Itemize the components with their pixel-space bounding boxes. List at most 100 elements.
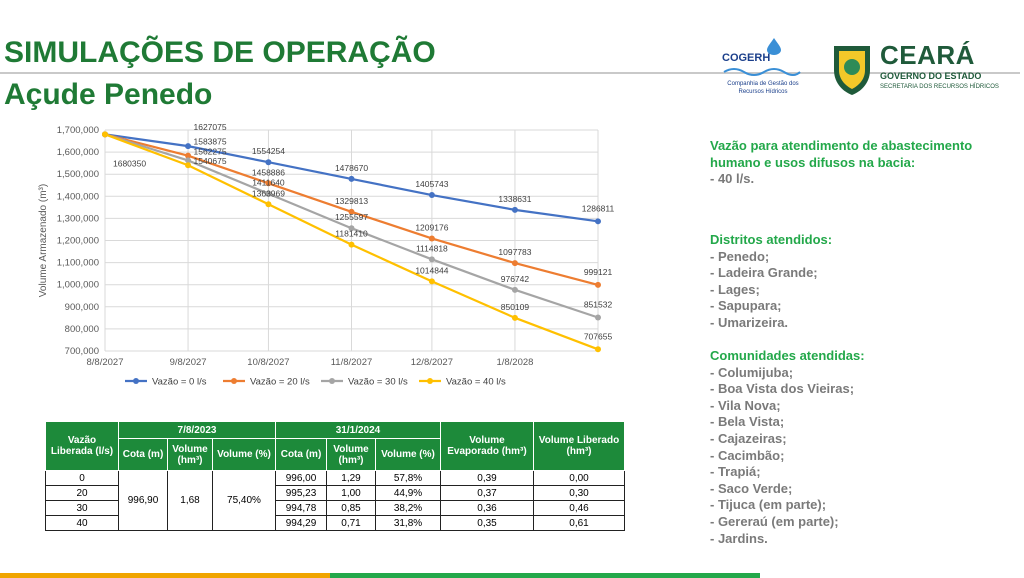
y-tick-label: 1,500,000	[57, 169, 99, 180]
vazao-heading: Vazão para atendimento de abastecimento …	[710, 138, 973, 170]
reservoir-volume-chart: 700,000 800,000 900,000 1,000,000 1,100,000 1…	[38, 122, 614, 388]
legend-marker	[329, 378, 335, 384]
ceara-name: CEARÁ	[880, 40, 975, 70]
data-label: 1540675	[194, 156, 227, 166]
data-label: 851532	[584, 300, 613, 310]
distrito-item: - Umarizeira.	[710, 314, 789, 330]
y-tick-label: 1,600,000	[57, 147, 99, 158]
data-point	[511, 206, 518, 213]
wave-icon	[723, 68, 801, 76]
data-point	[265, 201, 272, 208]
x-tick-label: 11/8/2027	[331, 357, 373, 368]
data-label: 1363969	[252, 188, 285, 198]
data-label: 1181410	[335, 229, 368, 239]
footer-bar-green	[330, 573, 760, 578]
data-point	[511, 314, 518, 321]
data-point	[511, 260, 518, 267]
data-point	[265, 159, 272, 166]
legend-label: Vazão = 0 l/s	[152, 377, 207, 388]
data-label: 1627075	[194, 122, 227, 132]
data-label: 1338631	[498, 194, 531, 204]
cell-volume: 1,29	[326, 470, 376, 486]
comunidade-item: - Saco Verde;	[710, 480, 793, 496]
comunidade-item: - Boa Vista dos Vieiras;	[710, 381, 855, 397]
th-evaporado: Volume Evaporado (hm³)	[440, 421, 534, 471]
comunidade-item: - Cajazeiras;	[710, 430, 787, 446]
simulation-table: Vazão Liberada (l/s) 7/8/2023 31/1/2024 …	[45, 420, 625, 531]
data-point	[428, 278, 435, 285]
data-label: 1478670	[335, 163, 368, 173]
y-tick-label: 900,000	[65, 302, 99, 313]
comunidades-heading: Comunidades atendidas:	[710, 348, 865, 363]
comunidade-item: - Vila Nova;	[710, 397, 781, 413]
cell-initial-cota: 996,90	[118, 470, 168, 531]
data-label: 976742	[501, 274, 530, 284]
footer-bar-orange	[0, 573, 330, 578]
legend-marker	[427, 378, 433, 384]
data-point	[595, 281, 601, 288]
data-label: 1583875	[194, 137, 227, 147]
data-label: 999121	[584, 267, 613, 277]
ceara-logo: CEARÁ GOVERNO DO ESTADO SECRETARIA DOS R…	[830, 40, 1020, 100]
distrito-item: - Ladeira Grande;	[710, 265, 818, 281]
vazao-value: - 40 l/s.	[710, 171, 755, 187]
x-tick-label: 1/8/2028	[496, 357, 533, 368]
table-row: 0 996,90 1,68 75,40% 996,00 1,29 57,8% 0…	[45, 470, 625, 531]
y-tick-label: 1,200,000	[57, 236, 99, 247]
table-subheader-row: Cota (m) Volume (hm³) Volume (%) Cota (m…	[46, 438, 625, 471]
y-tick-label: 1,000,000	[57, 280, 99, 291]
cell-evap: 0,39	[440, 470, 534, 486]
data-label: 1411640	[252, 178, 285, 188]
cell-pct: 31,8%	[375, 515, 441, 531]
legend-marker	[231, 378, 237, 384]
vazao-info: Vazão para atendimento de abastecimento …	[710, 138, 1010, 188]
comunidades-info: Comunidades atendidas: - Columijuba; - B…	[710, 348, 1010, 547]
table-row: 30 994,78 0,85 38,2% 0,36 0,46	[45, 500, 625, 516]
x-tick-label: 8/8/2027	[87, 357, 124, 368]
data-point	[348, 175, 355, 182]
data-point	[511, 286, 518, 293]
cell-initial-volume: 1,68	[167, 470, 213, 531]
cell-volume: 0,71	[326, 515, 376, 531]
cogerh-subtitle: Companhia de Gestão dos Recursos Hídrico…	[727, 81, 799, 95]
comunidade-item: - Trapiá;	[710, 464, 761, 480]
cell-volume: 0,85	[326, 500, 376, 516]
x-tick-label: 9/8/2027	[170, 357, 207, 368]
distritos-heading: Distritos atendidos:	[710, 232, 833, 247]
data-point	[428, 192, 435, 199]
data-point	[348, 225, 355, 232]
cell-lib: 0,61	[533, 515, 625, 531]
th-date2: 31/1/2024	[275, 420, 441, 440]
data-label: 850109	[501, 302, 530, 312]
data-label: 1209176	[415, 222, 448, 232]
data-point	[428, 235, 435, 242]
legend-marker	[133, 378, 139, 384]
th-volume-pct: Volume (%)	[375, 438, 441, 471]
comunidade-item: - Gereraú (em parte);	[710, 513, 839, 529]
y-axis-label: Volume Armazenado (m³)	[38, 184, 49, 297]
data-point	[595, 314, 601, 321]
page-subtitle: Açude Penedo	[4, 78, 213, 111]
data-point	[348, 241, 355, 248]
cell-cota: 996,00	[275, 470, 327, 486]
data-label: 1458886	[252, 167, 285, 177]
cell-cota: 995,23	[275, 485, 327, 501]
cell-lib: 0,00	[533, 470, 625, 486]
data-point	[595, 218, 601, 225]
data-label: 1255597	[335, 212, 368, 222]
cogerh-name: COGERH	[722, 52, 771, 64]
cell-vazao: 20	[45, 485, 119, 501]
data-point	[185, 152, 192, 159]
data-label: 1097783	[498, 247, 531, 257]
cogerh-logo: COGERH Companhia de Gestão dos Recursos …	[722, 36, 802, 106]
legend-label: Vazão = 20 l/s	[250, 377, 310, 388]
data-label: 707655	[584, 331, 613, 341]
th-cota: Cota (m)	[275, 438, 327, 471]
data-label: 1680350	[113, 158, 146, 168]
comunidade-item: - Tijuca (em parte);	[710, 497, 827, 513]
cell-pct: 44,9%	[375, 485, 441, 501]
data-label: 1554254	[252, 146, 285, 156]
distrito-item: - Sapupara;	[710, 298, 782, 314]
cell-evap: 0,36	[440, 500, 534, 516]
th-vazao: Vazão Liberada (l/s)	[45, 421, 119, 471]
